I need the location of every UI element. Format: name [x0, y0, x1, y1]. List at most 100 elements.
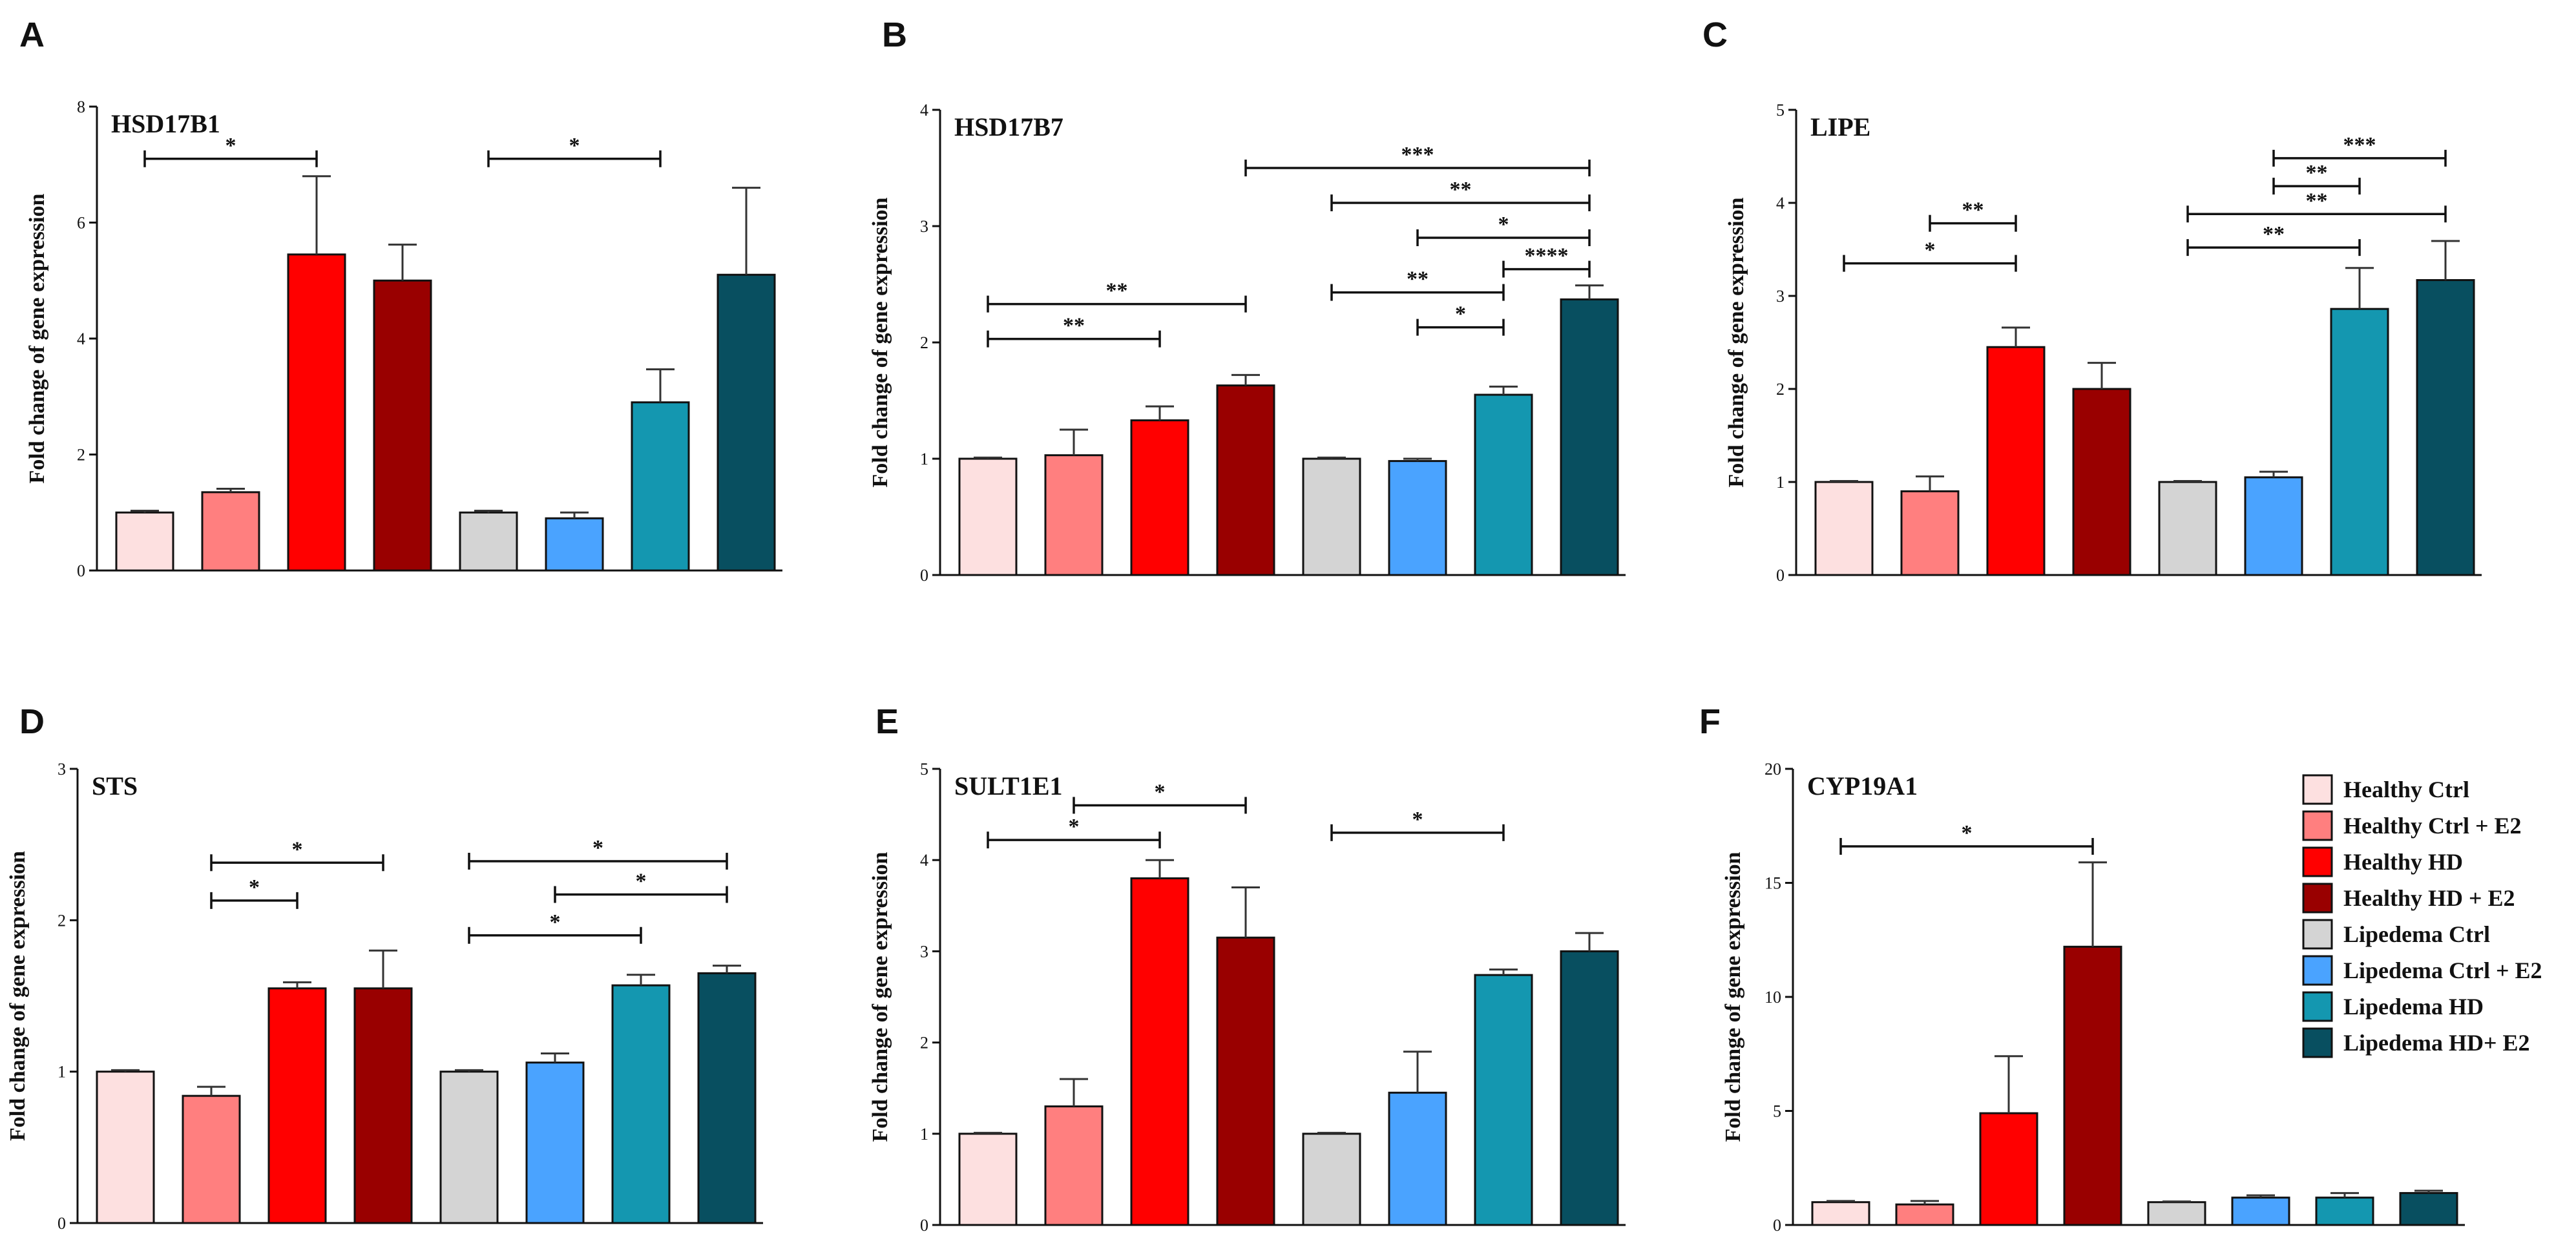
y-tick-label: 2: [58, 911, 66, 930]
bar: [1979, 1112, 2038, 1226]
significance-label: *: [1455, 302, 1466, 326]
y-tick-label: 1: [58, 1063, 66, 1082]
bar: [201, 491, 260, 572]
y-axis-label: Fold change of gene expression: [868, 852, 892, 1142]
bar: [1130, 877, 1189, 1226]
panel-d: D Fold change of gene expression 0 1 2 3 STS * *…: [6, 702, 763, 1233]
gene-title: HSD17B1: [111, 109, 220, 138]
y-tick-label: 5: [920, 760, 928, 779]
panel-letter: B: [882, 16, 907, 54]
bar: [2330, 308, 2389, 576]
bar: [2147, 1201, 2206, 1226]
significance-label: *: [636, 869, 647, 893]
bar: [697, 972, 757, 1224]
significance-label: *: [550, 910, 561, 934]
bar: [373, 279, 432, 572]
panel-letter: E: [875, 702, 899, 741]
panel-letter: F: [1699, 702, 1721, 741]
y-tick-label: 10: [1764, 988, 1781, 1007]
bar: [1302, 1133, 1361, 1226]
bar: [1560, 298, 1619, 576]
bar: [1216, 936, 1275, 1226]
significance-label: *: [225, 134, 236, 158]
significance-label: *: [569, 134, 580, 158]
bar: [2231, 1197, 2290, 1226]
significance-label: **: [2306, 189, 2328, 213]
y-tick-label: 0: [1776, 566, 1785, 585]
bar: [2063, 945, 2122, 1226]
legend-swatch: [2302, 1027, 2333, 1058]
legend-swatch: [2302, 810, 2333, 841]
significance-label: **: [1063, 314, 1085, 338]
bar: [267, 987, 327, 1224]
y-tick-label: 2: [920, 333, 928, 352]
y-tick-label: 1: [1776, 473, 1785, 492]
y-tick-label: 0: [1773, 1216, 1781, 1235]
y-tick-label: 4: [920, 101, 928, 120]
panel-letter: D: [19, 702, 45, 741]
y-tick-label: 20: [1764, 760, 1781, 779]
significance-label: *: [1412, 808, 1423, 832]
bar: [2072, 388, 2131, 576]
y-tick-label: 0: [77, 561, 85, 580]
legend-swatch: [2302, 955, 2333, 986]
significance-label: **: [2306, 161, 2328, 185]
legend-label: Healthy Ctrl: [2343, 777, 2469, 802]
bar: [545, 517, 604, 572]
y-tick-label: 3: [920, 217, 928, 236]
y-tick-label: 3: [1776, 287, 1785, 306]
gene-title: CYP19A1: [1807, 771, 1918, 800]
panel-a: A Fold change of gene expression 0 2 4 6 8 HSD1…: [19, 16, 782, 580]
y-tick-label: 2: [77, 446, 85, 465]
gene-title: SULT1E1: [954, 771, 1063, 800]
bar: [1130, 419, 1189, 576]
y-tick-label: 2: [920, 1034, 928, 1052]
y-tick-label: 0: [58, 1214, 66, 1233]
bar: [1900, 490, 1960, 576]
legend-label: Lipedema HD: [2343, 994, 2484, 1020]
y-tick-label: 15: [1764, 874, 1781, 893]
significance-label: ***: [2343, 133, 2376, 157]
y-axis-label: Fold change of gene expression: [1721, 852, 1745, 1142]
significance-label: **: [1106, 279, 1128, 303]
significance-label: *: [1925, 238, 1936, 262]
bar: [1044, 454, 1104, 576]
panel-letter: A: [19, 16, 45, 54]
bar: [439, 1071, 499, 1224]
y-tick-label: 8: [77, 98, 85, 116]
panel-letter: C: [1702, 16, 1728, 54]
bar: [96, 1071, 155, 1224]
bar: [2315, 1197, 2374, 1226]
bar: [353, 987, 413, 1224]
significance-label: **: [1962, 198, 1984, 222]
legend-swatch: [2302, 774, 2333, 805]
bar: [115, 511, 174, 572]
bar: [2158, 481, 2217, 576]
bar: [717, 273, 776, 572]
y-axis-label: Fold change of gene expression: [6, 851, 30, 1141]
bar: [2399, 1192, 2458, 1226]
legend: Healthy Ctrl Healthy Ctrl + E2 Healthy HD H…: [2302, 774, 2542, 1058]
significance-label: ***: [1401, 143, 1434, 167]
legend-label: Lipedema Ctrl + E2: [2343, 957, 2542, 983]
significance-label: *: [1498, 213, 1509, 236]
bar: [1895, 1203, 1954, 1226]
y-tick-label: 6: [77, 214, 85, 233]
bar: [2244, 476, 2303, 576]
bar: [1814, 481, 1874, 576]
y-tick-label: 1: [920, 1125, 928, 1144]
y-tick-label: 5: [1773, 1102, 1781, 1121]
significance-label: *: [249, 875, 260, 899]
panel-e: E Fold change of gene expression 0 1 2 3 4 5 SUL…: [868, 702, 1626, 1235]
y-axis-label: Fold change of gene expression: [868, 197, 892, 487]
y-tick-label: 4: [920, 851, 928, 870]
significance-label: **: [2263, 222, 2285, 246]
significance-label: *: [592, 836, 603, 860]
legend-swatch: [2302, 883, 2333, 914]
bar: [459, 511, 518, 572]
significance-label: **: [1450, 178, 1472, 202]
bar: [1560, 950, 1619, 1226]
bar: [1302, 457, 1361, 576]
legend-label: Lipedema Ctrl: [2343, 921, 2490, 947]
